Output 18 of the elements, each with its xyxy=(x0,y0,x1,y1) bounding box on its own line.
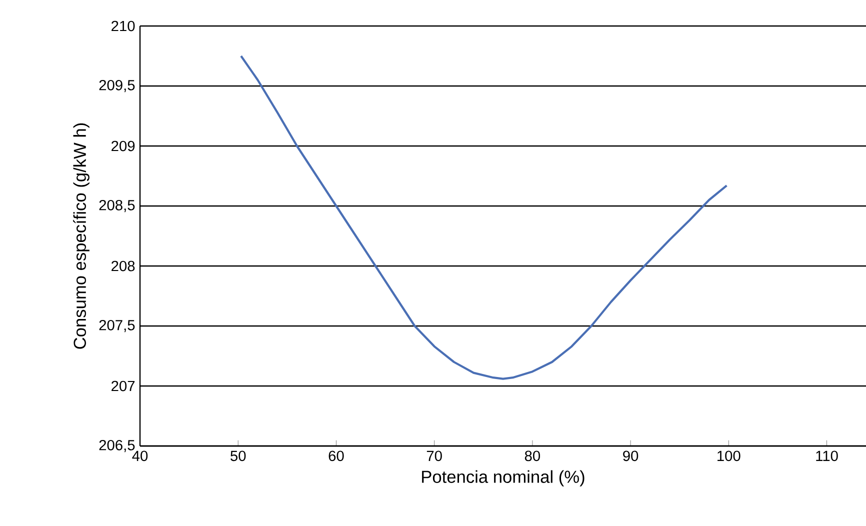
x-tick-label: 60 xyxy=(328,450,344,462)
y-tick-label: 210 xyxy=(112,20,135,32)
x-tick-label: 70 xyxy=(426,450,442,462)
y-tick-label: 206,5 xyxy=(99,440,135,452)
y-tick-label: 209 xyxy=(112,140,135,152)
x-tick-label: 100 xyxy=(718,450,740,462)
x-tick-label: 110 xyxy=(816,450,838,462)
y-tick-label: 208,5 xyxy=(99,200,135,212)
y-tick-label: 207,5 xyxy=(99,320,135,332)
x-tick-label: 80 xyxy=(524,450,540,462)
y-tick-label: 208 xyxy=(112,260,135,272)
x-tick-label: 50 xyxy=(230,450,246,462)
y-tick-label: 209,5 xyxy=(99,80,135,92)
x-tick-label: 40 xyxy=(132,450,148,462)
y-axis-title: Consumo específico (g/kW h) xyxy=(73,123,90,349)
y-tick-label: 207 xyxy=(112,380,135,392)
x-tick-label: 90 xyxy=(623,450,638,462)
x-axis-title: Potencia nominal (%) xyxy=(422,470,584,486)
